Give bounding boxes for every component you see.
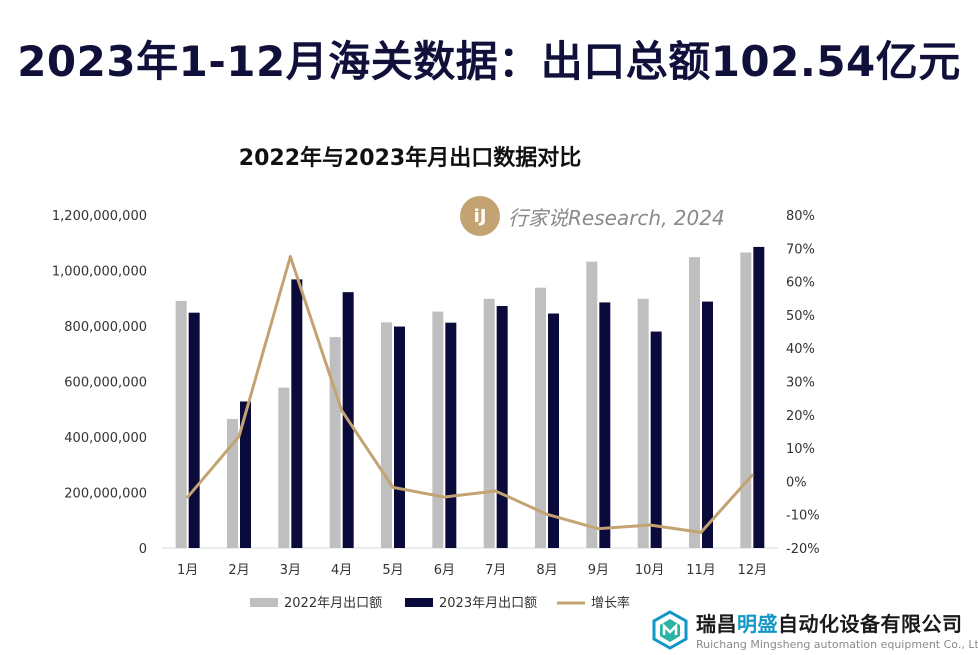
bar-2022 bbox=[329, 337, 341, 548]
bar-2022 bbox=[227, 418, 238, 548]
chart-title: 2022年与2023年月出口数据对比 bbox=[238, 146, 582, 171]
legend-swatch-2023 bbox=[405, 598, 433, 607]
bar-2023 bbox=[548, 313, 559, 548]
y-left-tick-label: 800,000,000 bbox=[64, 320, 147, 335]
y-left-tick-label: 1,000,000,000 bbox=[52, 265, 147, 280]
bar-2023 bbox=[599, 302, 611, 548]
bar-2023 bbox=[291, 279, 303, 548]
x-tick-label: 3月 bbox=[280, 563, 301, 578]
legend-swatch-2022 bbox=[250, 598, 278, 607]
y-left-tick-label: 400,000,000 bbox=[64, 431, 147, 446]
y-right-tick-label: 10% bbox=[786, 442, 815, 457]
bar-2022 bbox=[740, 252, 752, 548]
x-tick-label: 5月 bbox=[382, 563, 403, 578]
growth-rate-point bbox=[340, 408, 344, 412]
y-left-tick-label: 600,000,000 bbox=[64, 376, 147, 391]
brand-name-highlight: 明盛 bbox=[737, 612, 778, 636]
brand-name-cn: 瑞昌明盛自动化设备有限公司 bbox=[696, 608, 978, 637]
bar-2022 bbox=[278, 387, 290, 548]
y-right-tick-label: 60% bbox=[786, 276, 815, 291]
bar-2023 bbox=[496, 306, 508, 548]
bar-2022 bbox=[381, 322, 392, 548]
growth-rate-line bbox=[186, 255, 754, 534]
y-right-tick-label: -10% bbox=[786, 509, 820, 524]
bar-2022 bbox=[483, 298, 495, 548]
growth-rate-point bbox=[391, 485, 395, 489]
bar-2023 bbox=[702, 301, 713, 548]
brand-name-en: Ruichang Mingsheng automation equipment … bbox=[696, 638, 978, 651]
bar-2022 bbox=[535, 287, 546, 548]
growth-rate-point bbox=[186, 495, 190, 499]
growth-rate-point bbox=[442, 495, 446, 499]
growth-rate-point bbox=[237, 434, 241, 438]
growth-rate-point bbox=[699, 530, 703, 534]
legend-label-2023: 2023年月出口额 bbox=[439, 596, 537, 611]
bar-2022 bbox=[586, 261, 598, 548]
brand-footer: 瑞昌明盛自动化设备有限公司 Ruichang Mingsheng automat… bbox=[650, 608, 978, 651]
x-tick-label: 4月 bbox=[331, 563, 352, 578]
x-tick-label: 6月 bbox=[434, 563, 455, 578]
bar-2023 bbox=[753, 246, 765, 548]
legend-label-2022: 2022年月出口额 bbox=[284, 596, 382, 611]
watermark-text: 行家说Research, 2024 bbox=[508, 205, 725, 230]
bar-2023 bbox=[240, 401, 251, 548]
bar-2023 bbox=[188, 312, 200, 548]
x-tick-label: 8月 bbox=[536, 563, 557, 578]
y-left-tick-label: 1,200,000,000 bbox=[52, 209, 147, 224]
growth-rate-point bbox=[750, 473, 754, 477]
y-right-tick-label: 0% bbox=[786, 475, 807, 490]
y-right-tick-label: 70% bbox=[786, 242, 815, 257]
growth-rate-point bbox=[596, 527, 600, 531]
legend-label-growth: 增长率 bbox=[591, 595, 630, 611]
y-left-tick-label: 200,000,000 bbox=[64, 487, 147, 502]
x-tick-label: 1月 bbox=[177, 563, 198, 578]
x-tick-label: 9月 bbox=[588, 563, 609, 578]
y-right-tick-label: 80% bbox=[786, 209, 815, 224]
x-tick-label: 10月 bbox=[635, 563, 665, 578]
brand-name-part1: 瑞昌 bbox=[696, 612, 737, 636]
growth-rate-point bbox=[288, 255, 292, 259]
bar-2023 bbox=[650, 331, 662, 548]
x-tick-label: 7月 bbox=[485, 563, 506, 578]
watermark-logo-icon: iJ bbox=[460, 196, 500, 236]
y-left-tick-label: 0 bbox=[139, 542, 147, 557]
y-right-tick-label: -20% bbox=[786, 542, 820, 557]
bar-2022 bbox=[175, 301, 187, 548]
bar-2022 bbox=[637, 298, 649, 548]
y-right-tick-label: 30% bbox=[786, 376, 815, 391]
x-tick-label: 12月 bbox=[738, 563, 768, 578]
bar-2022 bbox=[432, 311, 444, 548]
hexagon-logo-icon bbox=[652, 609, 688, 650]
y-right-tick-label: 20% bbox=[786, 409, 815, 424]
watermark: iJ 行家说Research, 2024 bbox=[460, 196, 725, 236]
x-tick-label: 2月 bbox=[228, 563, 249, 578]
page-headline: 2023年1-12月海关数据：出口总额102.54亿元 bbox=[17, 37, 961, 86]
y-right-tick-label: 50% bbox=[786, 309, 815, 324]
growth-rate-point bbox=[648, 523, 652, 527]
brand-name-part2: 自动化设备有限公司 bbox=[778, 612, 963, 636]
x-tick-label: 11月 bbox=[686, 563, 716, 578]
bar-2023 bbox=[445, 322, 457, 548]
growth-rate-point bbox=[545, 512, 549, 516]
bar-2022 bbox=[689, 257, 700, 548]
growth-rate-point bbox=[494, 489, 498, 493]
bar-2023 bbox=[394, 326, 405, 548]
y-right-tick-label: 40% bbox=[786, 342, 815, 357]
